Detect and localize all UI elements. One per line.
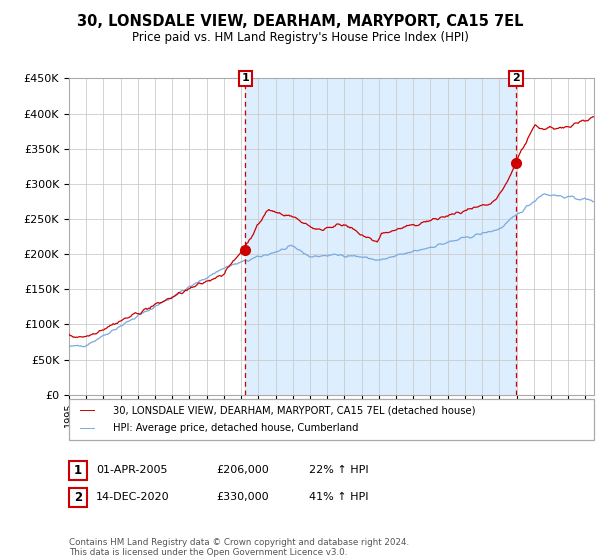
Text: ——: —— — [80, 422, 95, 435]
Text: £330,000: £330,000 — [216, 492, 269, 502]
Text: 22% ↑ HPI: 22% ↑ HPI — [309, 465, 368, 475]
Text: ——: —— — [80, 404, 95, 417]
Text: Contains HM Land Registry data © Crown copyright and database right 2024.
This d: Contains HM Land Registry data © Crown c… — [69, 538, 409, 557]
Text: 30, LONSDALE VIEW, DEARHAM, MARYPORT, CA15 7EL: 30, LONSDALE VIEW, DEARHAM, MARYPORT, CA… — [77, 14, 523, 29]
Text: 1: 1 — [74, 464, 82, 477]
Text: 2: 2 — [74, 491, 82, 504]
Text: 30, LONSDALE VIEW, DEARHAM, MARYPORT, CA15 7EL (detached house): 30, LONSDALE VIEW, DEARHAM, MARYPORT, CA… — [113, 405, 475, 416]
Text: 41% ↑ HPI: 41% ↑ HPI — [309, 492, 368, 502]
Text: £206,000: £206,000 — [216, 465, 269, 475]
Bar — [245, 78, 516, 395]
Text: 1: 1 — [242, 73, 250, 83]
Text: HPI: Average price, detached house, Cumberland: HPI: Average price, detached house, Cumb… — [113, 423, 358, 433]
Text: 2: 2 — [512, 73, 520, 83]
Text: 14-DEC-2020: 14-DEC-2020 — [96, 492, 170, 502]
Text: Price paid vs. HM Land Registry's House Price Index (HPI): Price paid vs. HM Land Registry's House … — [131, 31, 469, 44]
Text: 01-APR-2005: 01-APR-2005 — [96, 465, 167, 475]
